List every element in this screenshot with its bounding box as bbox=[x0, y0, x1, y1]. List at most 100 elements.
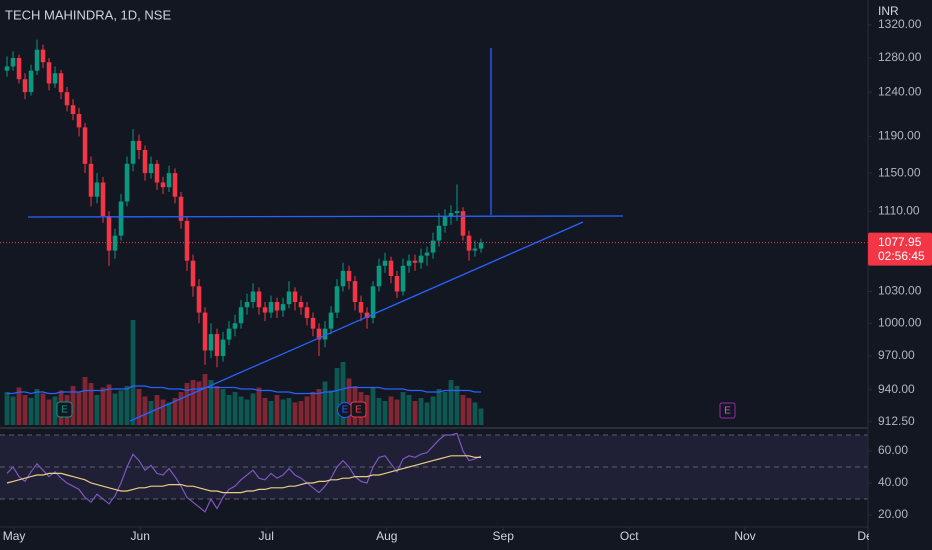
candle-body bbox=[352, 281, 358, 303]
volume-bar bbox=[118, 390, 124, 425]
rsi-tick-label: 40.00 bbox=[878, 475, 908, 489]
candle-body bbox=[358, 302, 364, 313]
candle-body bbox=[142, 149, 148, 174]
candle-body bbox=[172, 173, 178, 197]
candle-body bbox=[166, 173, 172, 188]
volume-bar bbox=[52, 396, 58, 425]
y-tick-label: 1320.00 bbox=[878, 17, 922, 31]
earnings-label: E bbox=[342, 405, 349, 416]
volume-bar bbox=[82, 377, 88, 425]
volume-bar bbox=[478, 408, 484, 425]
volume-bar bbox=[250, 393, 256, 425]
resistance-line bbox=[27, 215, 624, 218]
volume-bar bbox=[262, 398, 268, 425]
candle-body bbox=[382, 260, 388, 266]
candle-body bbox=[4, 66, 10, 71]
candle-body bbox=[298, 302, 304, 308]
candle-body bbox=[304, 307, 310, 318]
candle-body bbox=[208, 334, 214, 351]
drawings bbox=[27, 48, 624, 422]
candle-body bbox=[52, 73, 58, 84]
y-tick-label: 1240.00 bbox=[878, 84, 922, 98]
candle-body bbox=[436, 225, 442, 241]
candle-body bbox=[190, 260, 196, 287]
rsi-line bbox=[6, 432, 482, 513]
volume-bar bbox=[394, 399, 400, 425]
candle-body bbox=[34, 49, 40, 71]
earnings-label: E bbox=[61, 405, 68, 416]
earnings-marker[interactable] bbox=[56, 401, 73, 418]
candle-body bbox=[118, 201, 124, 236]
y-tick-label: 1190.00 bbox=[878, 129, 921, 143]
volume-bar bbox=[400, 392, 406, 425]
candle-body bbox=[76, 114, 82, 128]
candle-body bbox=[64, 92, 70, 106]
candle-body bbox=[82, 127, 88, 164]
earnings-marker[interactable] bbox=[350, 401, 367, 418]
candle-body bbox=[466, 235, 472, 251]
candle-body bbox=[130, 140, 136, 164]
candle-body bbox=[148, 163, 154, 174]
x-tick-label: Jun bbox=[131, 529, 150, 543]
volume-bar bbox=[22, 395, 28, 425]
volume-bar bbox=[16, 387, 22, 425]
volume-bar bbox=[112, 393, 118, 425]
volume-bar bbox=[148, 401, 154, 425]
candle-body bbox=[160, 182, 166, 188]
volume-bar bbox=[34, 389, 40, 425]
candle-body bbox=[154, 163, 160, 183]
x-tick-label: May bbox=[3, 529, 26, 543]
candle-body bbox=[238, 307, 244, 324]
candle-body bbox=[256, 291, 262, 308]
earnings-label: E bbox=[355, 405, 362, 416]
volume-bar bbox=[376, 398, 382, 425]
volume-bar bbox=[172, 398, 178, 425]
earnings-marker[interactable] bbox=[719, 402, 736, 419]
chart-title: TECH MAHINDRA, 1D, NSE bbox=[5, 7, 171, 22]
candle-body bbox=[202, 312, 208, 351]
candle-body bbox=[460, 211, 466, 236]
candle-body bbox=[28, 70, 34, 93]
rsi-ma-line bbox=[6, 455, 481, 494]
volume-bar bbox=[268, 401, 274, 425]
candle-body bbox=[214, 334, 220, 357]
volume-bar bbox=[472, 402, 478, 425]
volume-bar bbox=[100, 387, 106, 425]
candle-body bbox=[448, 213, 454, 216]
volume-bar bbox=[448, 380, 454, 425]
candle-body bbox=[394, 275, 400, 292]
candle-body bbox=[250, 291, 256, 303]
candle-body bbox=[196, 286, 202, 313]
candle-body bbox=[232, 323, 238, 329]
candle-body bbox=[22, 79, 28, 93]
candle-body bbox=[406, 260, 412, 266]
last-price-label: 1077.95 bbox=[878, 235, 922, 249]
candle-body bbox=[94, 182, 100, 197]
volume-bar bbox=[226, 395, 232, 425]
volume-bar bbox=[160, 399, 166, 425]
candle-body bbox=[106, 215, 112, 251]
candle-body bbox=[472, 248, 478, 251]
candle-body bbox=[292, 291, 298, 303]
volume-bar bbox=[130, 320, 136, 425]
volume-bar bbox=[436, 389, 442, 425]
volume-bar bbox=[94, 395, 100, 425]
currency-label: INR bbox=[878, 4, 899, 18]
volume-bar bbox=[10, 396, 16, 425]
trend-line bbox=[129, 221, 584, 422]
volume-bar bbox=[322, 381, 328, 425]
volume-ma-line bbox=[7, 385, 481, 395]
volume-bar bbox=[346, 378, 352, 425]
volume-bar bbox=[46, 399, 52, 425]
candle-body bbox=[376, 265, 382, 287]
candle-body bbox=[430, 240, 436, 253]
candle-body bbox=[244, 302, 250, 308]
x-tick-label: Oct bbox=[620, 529, 639, 543]
volume-bar bbox=[70, 386, 76, 425]
candle-body bbox=[442, 215, 448, 226]
candle-body bbox=[346, 270, 352, 282]
volume-bar bbox=[340, 362, 346, 425]
volume-bar bbox=[184, 383, 190, 425]
